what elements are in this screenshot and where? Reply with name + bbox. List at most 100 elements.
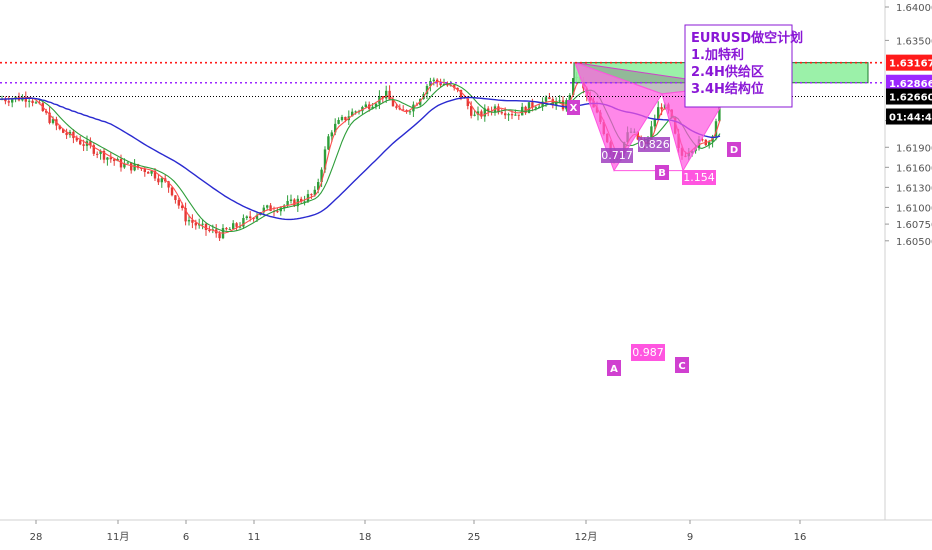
candle-body [714,121,718,137]
candle-body [136,164,140,169]
candle-body [269,205,272,211]
candle-body [153,170,157,179]
candle-body [82,144,85,146]
candle-body [109,157,112,160]
ratio-bd-label: 1.154 [682,170,716,185]
candle-body [568,94,571,101]
candle-body [96,153,99,155]
candle-body [514,114,517,116]
candle-body [340,116,344,120]
candle-body [126,162,129,164]
candle-body [483,108,486,117]
candle-body [439,82,442,86]
candle-body [388,90,391,100]
candle-body [334,123,337,133]
countdown-tag: 01:44:43 [886,108,932,125]
candle-body [92,145,95,154]
candle-body [534,107,537,109]
price-levels-layer: 1.63167 1.62866 1.62660 [0,54,932,105]
time-tick-label: 16 [794,532,807,543]
candle-body [310,194,313,196]
candle-body [208,230,211,232]
candle-body [167,181,170,188]
time-tick-label: 9 [687,532,693,543]
candle-body [28,100,31,102]
price-tick-label: 1.61900 [896,143,932,154]
ratio-xd-label: 0.826 [638,137,670,152]
candle-body [106,157,109,160]
time-tick-label: 25 [468,532,481,543]
candle-body [99,150,102,154]
candle-body [313,189,316,195]
candle-body [204,223,208,231]
candle-body [497,106,500,113]
time-tick-label: 11 [248,532,261,543]
price-tick-label: 1.63500 [896,36,932,47]
point-b-tag: B [655,165,669,180]
candle-body [150,170,153,174]
time-tick-label: 12月 [575,531,598,543]
candle-body [657,107,660,120]
ratio-xb-text: 0.717 [601,149,633,162]
price-level-label: 1.62866 [889,79,932,90]
candle-body [476,111,480,115]
candle-body [466,98,469,107]
candle-body [524,106,527,114]
candle-body [201,223,204,225]
candle-body [500,112,503,114]
candle-body [538,106,541,108]
candle-body [300,198,303,202]
candle-body [79,140,82,145]
price-axis[interactable]: 1.640001.635001.623001.619001.616001.613… [885,3,932,248]
price-tick-label: 1.60750 [896,220,932,231]
note-line-2: 1.加特利 [691,47,744,63]
candle-body [344,116,347,121]
candle-body [7,101,10,103]
candle-body [391,99,395,107]
point-d-tag: D [727,142,741,157]
candle-body [45,110,48,113]
candle-body [374,103,378,107]
candle-body [276,211,279,213]
candle-body [102,150,106,160]
candle-body [177,200,180,206]
candle-body [238,226,242,228]
candle-body [660,107,663,110]
candle-body [11,99,14,103]
candle-body [402,109,405,111]
candle-body [354,111,357,113]
candle-body [558,100,561,102]
candle-body [303,201,306,203]
candle-body [130,162,133,171]
price-tick-label: 1.61600 [896,163,932,174]
candle-body [113,159,116,162]
ratio-ac-label: 0.987 [631,344,665,361]
candle-body [72,131,75,139]
price-level-tag [886,74,932,91]
candle-body [320,169,323,183]
candle-body [541,101,544,107]
note-line-1: EURUSD做空计划 [691,30,803,46]
point-a-tag: A [607,360,621,376]
ratio-xb-label: 0.717 [601,148,633,163]
trade-plan-note[interactable]: EURUSD做空计划 1.加特利 2.4H供给区 3.4H结构位 [684,24,803,108]
time-axis[interactable]: 28 11月 6 11 18 25 12月 9 16 [30,520,807,543]
note-line-3: 2.4H供给区 [691,64,764,80]
candle-body [58,125,61,129]
candle-body [708,141,711,146]
candle-body [548,97,551,100]
candle-body [425,85,429,95]
ratio-ac-text: 0.987 [632,346,664,359]
candle-body [187,220,191,222]
candle-body [252,218,255,220]
time-tick-label: 6 [183,532,189,543]
candle-body [34,102,38,104]
candle-body [364,104,367,108]
candle-body [170,187,174,196]
harmonic-pattern[interactable]: 0.717 0.826 1.154 0.987 X A B C [567,61,741,376]
candle-body [323,149,327,170]
candle-body [371,106,374,109]
point-c-label: C [678,361,685,372]
candle-body [218,233,221,239]
